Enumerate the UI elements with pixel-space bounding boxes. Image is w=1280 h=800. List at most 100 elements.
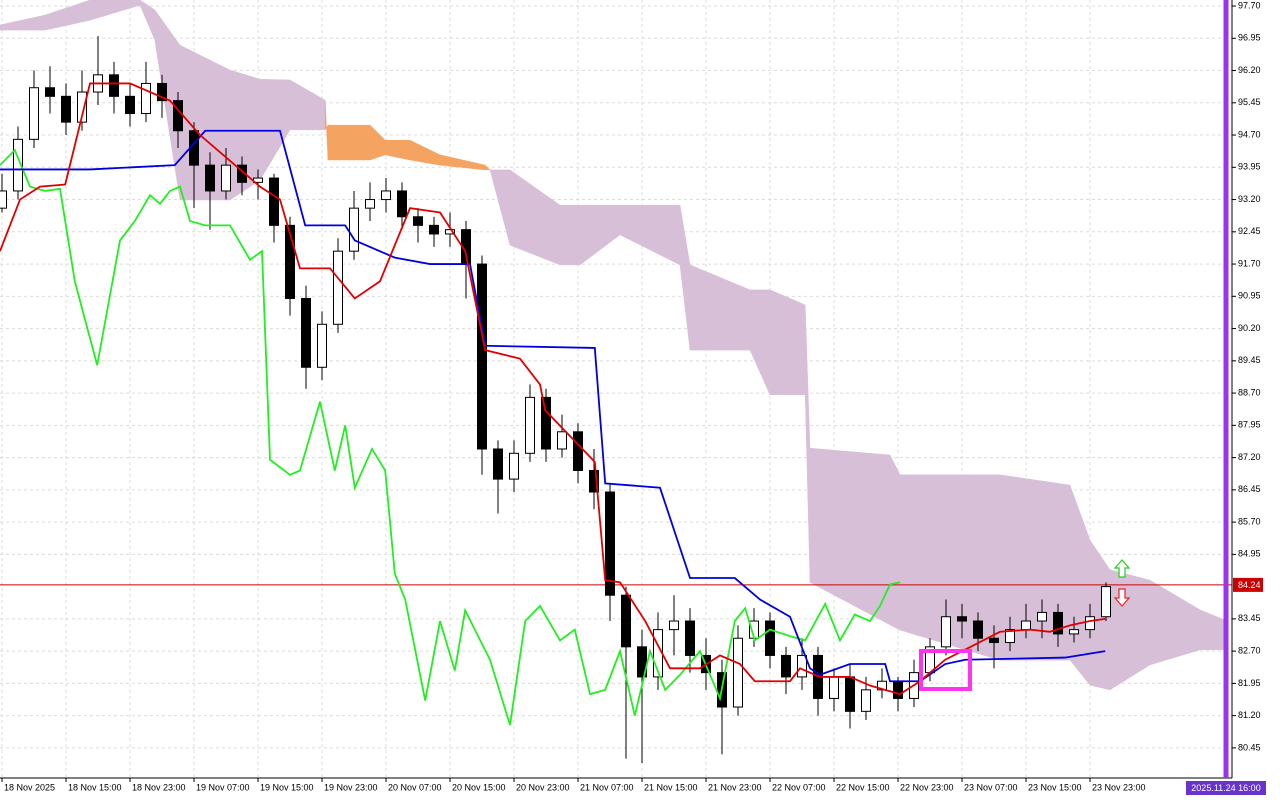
y-tick-label: 92.45	[1238, 226, 1261, 236]
y-tick-label: 80.45	[1238, 742, 1261, 752]
indicator-line	[0, 129, 1106, 683]
candle-body	[349, 207, 359, 252]
candle-body	[1037, 611, 1047, 622]
candle-body	[61, 95, 71, 123]
candle-body	[141, 82, 151, 115]
candle-body	[477, 263, 487, 450]
candle-body	[397, 190, 407, 218]
indicator-line	[0, 148, 901, 726]
sell-arrow	[1113, 588, 1131, 607]
candle-body	[1069, 629, 1079, 635]
candle-body	[109, 74, 119, 97]
candle-body	[0, 190, 7, 209]
candle-body	[317, 323, 327, 368]
x-tick-label: 23 Nov 15:00	[1028, 782, 1082, 792]
candle-body	[605, 491, 615, 596]
candle-body	[445, 229, 455, 235]
y-tick-label: 81.20	[1238, 710, 1261, 720]
candle-body	[989, 637, 999, 644]
candle-body	[157, 82, 167, 102]
y-tick-label: 88.70	[1238, 387, 1261, 397]
plot-area	[0, 0, 1232, 763]
y-tick-label: 95.45	[1238, 97, 1261, 107]
x-tick-label: 19 Nov 15:00	[260, 782, 314, 792]
candle-body	[301, 297, 311, 368]
buy-arrow	[1113, 559, 1131, 578]
y-tick-label: 97.70	[1238, 0, 1261, 10]
y-tick-label: 81.95	[1238, 678, 1261, 688]
x-tick-label: 19 Nov 23:00	[324, 782, 378, 792]
candle-body	[893, 680, 903, 699]
candle-body	[765, 620, 775, 656]
candle-body	[1021, 620, 1031, 631]
cloud-segment	[327, 124, 371, 161]
cloud-segment	[769, 289, 806, 396]
candle-body	[205, 164, 215, 192]
candle-body	[781, 654, 791, 678]
y-tick-label: 87.95	[1238, 420, 1261, 430]
x-tick-label: 23 Nov 23:00	[1092, 782, 1146, 792]
y-tick-label: 89.45	[1238, 355, 1261, 365]
y-tick-label: 93.20	[1238, 194, 1261, 204]
y-tick-label: 93.95	[1238, 162, 1261, 172]
highlight-box	[919, 649, 972, 691]
x-tick-label: 18 Nov 15:00	[68, 782, 122, 792]
x-tick-label: 21 Nov 07:00	[580, 782, 634, 792]
x-tick-label: 20 Nov 23:00	[516, 782, 570, 792]
candle-body	[669, 620, 679, 631]
candle-body	[1053, 611, 1063, 635]
candle-body	[829, 676, 839, 699]
candle-body	[365, 199, 375, 209]
candle-body	[941, 616, 951, 648]
x-tick-label: 20 Nov 15:00	[452, 782, 506, 792]
x-tick-label: 21 Nov 23:00	[708, 782, 762, 792]
y-tick-label: 85.70	[1238, 516, 1261, 526]
candle-body	[525, 396, 535, 454]
y-tick-label: 91.70	[1238, 258, 1261, 268]
indicator-line	[0, 82, 1106, 696]
y-tick-label: 90.20	[1238, 323, 1261, 333]
cloud-segment	[559, 204, 581, 266]
candle-body	[797, 654, 807, 678]
y-tick-label: 96.95	[1238, 33, 1261, 43]
time-label-box	[1186, 781, 1266, 795]
y-tick-label: 96.20	[1238, 65, 1261, 75]
x-tick-label: 18 Nov 23:00	[132, 782, 186, 792]
candle-body	[13, 138, 23, 192]
candle-body	[413, 216, 423, 226]
candle-body	[685, 620, 695, 656]
cloud-segment	[889, 454, 901, 631]
candle-body	[77, 91, 87, 123]
candle-body	[381, 190, 391, 201]
candle-body	[861, 689, 871, 712]
candle-body	[1005, 629, 1015, 644]
y-tick-label: 84.95	[1238, 549, 1261, 559]
x-tick-label: 22 Nov 23:00	[900, 782, 954, 792]
last-price-label: 84.24	[1238, 580, 1261, 590]
x-tick-label: 19 Nov 07:00	[196, 782, 250, 792]
candle-body	[509, 452, 519, 480]
cloud-segment	[44, 0, 91, 31]
candle-body	[429, 224, 439, 235]
candle-body	[973, 620, 983, 639]
candle-body	[221, 164, 231, 192]
x-tick-label: 20 Nov 07:00	[388, 782, 442, 792]
candle-body	[637, 646, 647, 678]
x-tick-label: 18 Nov 2025	[4, 782, 55, 792]
y-tick-label: 90.95	[1238, 291, 1261, 301]
candle-body	[957, 616, 967, 622]
candle-body	[333, 250, 343, 325]
x-tick-label: 22 Nov 15:00	[836, 782, 890, 792]
last-price-box	[1233, 577, 1263, 592]
candle-body	[125, 95, 135, 115]
axis-layer: 97.70 96.95 96.20 95.45 94.70 93.95 93.20 92.45…	[1, 0, 1263, 792]
y-tick-label: 94.70	[1238, 129, 1261, 139]
candle-body	[285, 224, 295, 299]
x-tick-label: 21 Nov 15:00	[644, 782, 698, 792]
y-tick-label: 87.20	[1238, 452, 1261, 462]
x-tick-label: 23 Nov 07:00	[964, 782, 1018, 792]
candle-body	[269, 177, 279, 226]
y-tick-label: 82.70	[1238, 646, 1261, 656]
